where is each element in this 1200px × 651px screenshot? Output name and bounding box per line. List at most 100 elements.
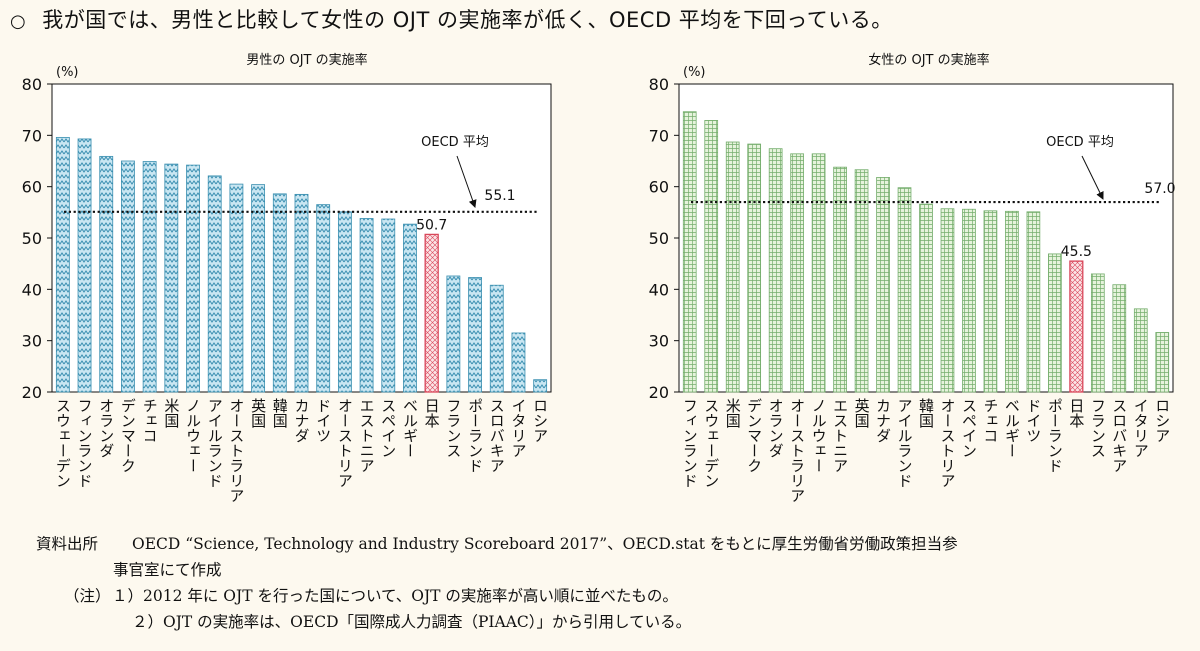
- y-tick-label: 80: [22, 75, 42, 94]
- x-category-label: 韓国: [917, 398, 935, 428]
- bar: [77, 138, 92, 393]
- x-category-label: イタリア: [509, 398, 527, 458]
- x-category-label: オーストリア: [938, 398, 956, 488]
- x-category-label: ノルウェー: [184, 398, 202, 473]
- bar: [55, 136, 70, 393]
- x-category-label: ロシア: [1153, 398, 1171, 443]
- y-tick-label: 30: [649, 332, 669, 351]
- bar: [1026, 211, 1041, 393]
- x-category-label: ロシア: [531, 398, 549, 443]
- bar: [1048, 253, 1062, 393]
- x-category-label: 英国: [853, 397, 871, 428]
- note-2: ２）OJT の実施率は、OECD「国際成人力調査（PIAAC）」から引用している…: [132, 613, 692, 631]
- bar-japan: [424, 233, 439, 393]
- bar: [381, 218, 396, 393]
- bar: [725, 141, 740, 393]
- bullet-circle: ○: [10, 11, 27, 32]
- y-axis-unit: (%): [683, 65, 706, 80]
- x-category-label: フィンランド: [76, 398, 94, 488]
- note-label: （注）: [64, 587, 111, 605]
- y-tick-label: 20: [649, 383, 669, 402]
- bar: [983, 210, 998, 393]
- male-ojt-chart: 男性の OJT の実施率 (%) 20 30 40 50 60 70 80 スウェーデン フィンラン…: [22, 52, 552, 503]
- x-category-label: ドイツ: [314, 398, 332, 443]
- bar: [940, 208, 955, 393]
- bar: [294, 193, 309, 393]
- source-label: 資料出所: [36, 535, 99, 553]
- bar: [811, 153, 826, 393]
- oecd-average-label: OECD 平均: [1046, 135, 1114, 150]
- oecd-average-value: 57.0: [1144, 181, 1175, 197]
- x-category-label: デンマーク: [745, 398, 763, 473]
- y-tick-label: 20: [22, 383, 42, 402]
- x-category-label: ポーランド: [1046, 398, 1064, 473]
- bar: [99, 155, 114, 393]
- x-category-label: カナダ: [293, 398, 311, 443]
- bar: [1005, 210, 1019, 393]
- bar: [337, 211, 352, 393]
- x-category-label: フランス: [1089, 398, 1107, 458]
- x-category-label: イタリア: [1132, 398, 1150, 458]
- bar: [747, 143, 762, 393]
- bar: [164, 163, 179, 393]
- x-category-label: デンマーク: [119, 398, 137, 473]
- x-category-label: ベルギー: [401, 398, 419, 458]
- x-category-label: スロバキア: [1110, 398, 1128, 473]
- bar: [468, 277, 482, 393]
- source-line-1: OECD “Science, Technology and Industry S…: [132, 535, 958, 553]
- bar-japan: [1069, 260, 1084, 393]
- bar: [272, 193, 287, 393]
- bar: [446, 275, 461, 393]
- bar: [489, 284, 504, 393]
- headline: ○ 我が国では、男性と比較して女性の OJT の実施率が低く、OECD 平均を下回…: [10, 4, 893, 34]
- bar: [1155, 332, 1170, 393]
- source-line-2: 事官室にて作成: [113, 561, 222, 579]
- oecd-arrow-icon: [456, 155, 477, 208]
- bar: [316, 204, 331, 393]
- bar: [121, 160, 135, 393]
- chart-title: 男性の OJT の実施率: [246, 52, 367, 68]
- bar: [207, 175, 222, 393]
- bar: [962, 208, 976, 393]
- bar: [1133, 308, 1148, 393]
- x-category-label: ドイツ: [1024, 398, 1042, 443]
- x-category-label: スウェーデン: [702, 398, 720, 488]
- x-category-label: アイルランド: [896, 398, 914, 488]
- headline-text: 我が国では、男性と比較して女性の OJT の実施率が低く、OECD 平均を下回っ…: [42, 8, 893, 32]
- x-category-label: 韓国: [271, 398, 289, 428]
- x-category-label: ポーランド: [466, 398, 484, 473]
- x-category-label: オランダ: [767, 398, 785, 458]
- x-category-label: オランダ: [97, 398, 115, 458]
- japan-value-label: 50.7: [416, 217, 447, 233]
- y-tick-label: 50: [22, 229, 42, 248]
- bar: [790, 153, 804, 393]
- x-category-label: カナダ: [874, 398, 892, 443]
- bar: [1112, 284, 1127, 393]
- bar: [403, 223, 417, 393]
- y-tick-label: 50: [649, 229, 669, 248]
- y-tick-label: 60: [22, 178, 42, 197]
- bar: [768, 148, 783, 393]
- x-category-label: スロバキア: [488, 398, 506, 473]
- x-category-label: ベルギー: [1003, 398, 1021, 458]
- bar: [142, 161, 157, 393]
- oecd-arrow-icon: [1081, 155, 1104, 200]
- x-category-label: フィンランド: [681, 398, 699, 488]
- bar: [229, 183, 244, 393]
- x-category-label: チェコ: [141, 398, 159, 443]
- y-tick-label: 70: [22, 126, 42, 145]
- x-category-label: スペイン: [379, 398, 397, 458]
- female-ojt-chart: 女性の OJT の実施率 (%) 20 30 40 50 60 70 80 フィンランド スウェーデ…: [649, 52, 1176, 503]
- y-axis-unit: (%): [56, 65, 79, 80]
- x-category-label: 日本: [1067, 398, 1085, 428]
- x-category-label: チェコ: [981, 398, 999, 443]
- x-category-label: ノルウェー: [810, 398, 828, 473]
- x-category-label: エストニア: [358, 398, 376, 473]
- x-category-label: スウェーデン: [54, 398, 72, 488]
- x-category-label: アイルランド: [206, 398, 224, 488]
- y-tick-label: 40: [649, 280, 669, 299]
- bar: [533, 379, 548, 393]
- x-category-label: スペイン: [960, 398, 978, 458]
- bar: [897, 187, 912, 393]
- oecd-average-value: 55.1: [484, 188, 515, 204]
